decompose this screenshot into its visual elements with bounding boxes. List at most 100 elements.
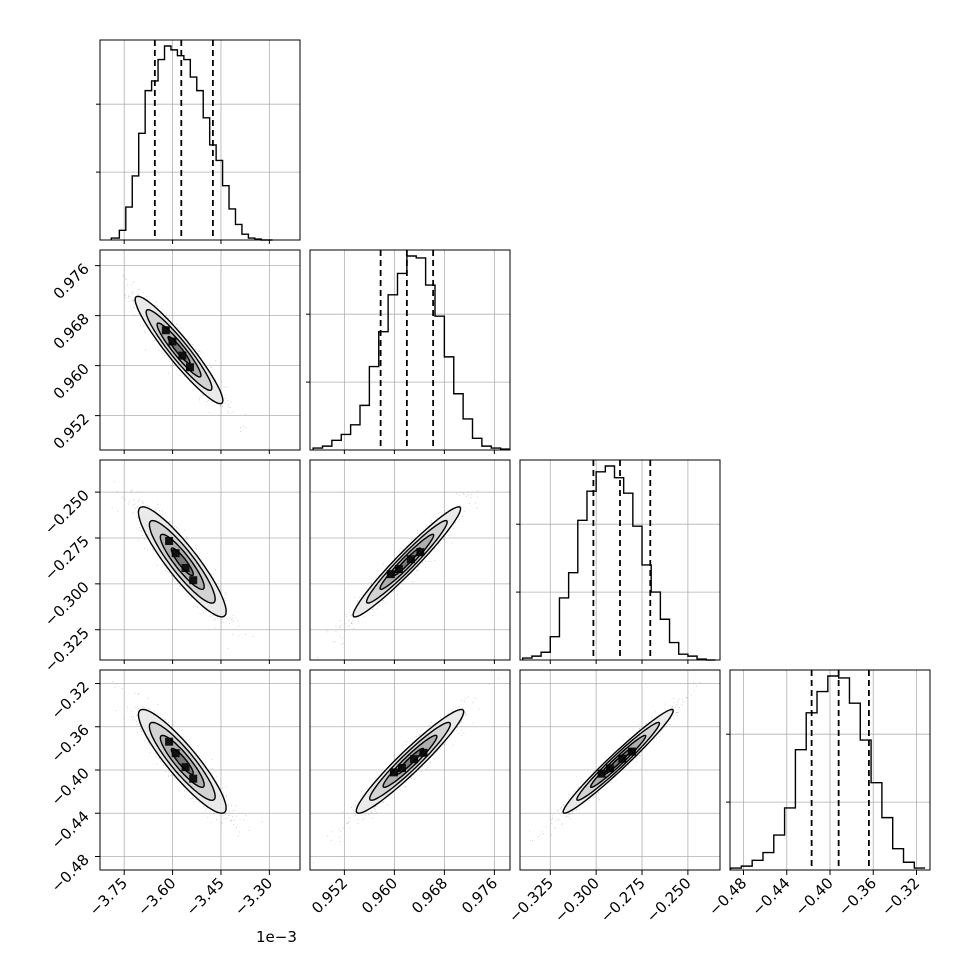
density-core — [597, 769, 606, 778]
panel-content — [520, 670, 720, 870]
density-core — [189, 774, 198, 783]
panel-content — [100, 250, 300, 450]
contour-line — [355, 708, 465, 814]
contour-line — [368, 721, 452, 801]
density-core — [171, 749, 180, 758]
density-core — [165, 737, 174, 746]
density-core — [181, 563, 190, 572]
x-tick-label: −3.45 — [183, 874, 228, 919]
y-tick-label: −0.36 — [48, 721, 93, 766]
panel-content — [100, 670, 300, 870]
density-core — [168, 337, 177, 346]
scatter-panel-0-2 — [99, 459, 301, 661]
contour-line — [603, 747, 633, 775]
contour-line — [170, 747, 194, 775]
x-tick-label: −0.300 — [551, 874, 603, 926]
histogram-panel-1 — [306, 249, 511, 451]
x-tick-label: −0.32 — [878, 874, 923, 919]
panel-content — [310, 460, 510, 660]
histogram-step-2 — [522, 465, 716, 661]
contour-line — [395, 747, 425, 775]
density-core — [389, 768, 398, 777]
histogram-step-3 — [729, 675, 926, 870]
density-core — [181, 763, 190, 772]
contour-line — [137, 708, 227, 814]
contour-line — [137, 506, 227, 618]
x-tick-label: −3.75 — [86, 874, 131, 919]
density-core — [397, 764, 406, 773]
x-tick-label: 0.960 — [358, 874, 401, 917]
panel-frame — [519, 459, 721, 661]
density-core — [165, 536, 174, 545]
panel-frame — [99, 249, 301, 451]
y-tick-label: −0.44 — [48, 807, 93, 852]
contour-line — [382, 734, 438, 788]
contour-line — [589, 734, 647, 788]
y-tick-label: −0.48 — [48, 851, 93, 896]
y-tick-label: 0.976 — [50, 260, 93, 303]
contour-line — [379, 533, 435, 591]
density-core — [386, 570, 395, 579]
x-tick-label: 0.952 — [308, 874, 351, 917]
contour-line — [148, 721, 216, 802]
histogram-panel-0 — [96, 39, 301, 241]
y-tick-label: −0.40 — [48, 764, 93, 809]
x-tick-label: −0.48 — [705, 874, 750, 919]
contour-line — [352, 506, 462, 618]
density-core — [605, 764, 614, 773]
x-tick-label: −0.44 — [748, 874, 793, 919]
density-core — [410, 755, 419, 764]
x-tick-label: 0.976 — [458, 874, 501, 917]
y-tick-label: 0.952 — [50, 410, 93, 453]
scatter-panel-0-3 — [99, 669, 301, 871]
density-core — [618, 754, 627, 763]
scatter-panel-1-2 — [309, 459, 511, 661]
scatter-panel-0-1 — [99, 249, 301, 451]
panel-frame — [519, 669, 721, 871]
panel-content — [310, 670, 510, 870]
panel-frame — [309, 669, 511, 871]
panel-content — [100, 460, 300, 660]
contour-line — [145, 308, 213, 392]
contour-line — [156, 322, 202, 378]
density-core — [419, 748, 428, 757]
x-tick-label: 0.968 — [408, 874, 451, 917]
y-tick-label: −0.275 — [41, 532, 93, 584]
y-tick-label: 0.968 — [50, 310, 93, 353]
x-tick-label: −3.60 — [134, 874, 179, 919]
panel-frame — [99, 459, 301, 661]
panel-frame — [99, 39, 301, 241]
density-core — [406, 555, 415, 564]
panel-frame — [309, 249, 511, 451]
contour-line — [159, 734, 205, 789]
density-core — [186, 363, 194, 372]
histogram-panel-2 — [516, 459, 721, 661]
y-tick-label: −0.250 — [41, 486, 93, 538]
contour-line — [576, 721, 661, 801]
contour-line — [392, 547, 421, 577]
scatter-panel-2-3 — [519, 669, 721, 871]
contour-line — [167, 335, 191, 365]
x-tick-label: −0.325 — [505, 874, 557, 926]
density-core — [416, 548, 425, 557]
contour-line — [159, 533, 205, 591]
contour-line — [134, 295, 224, 405]
density-core — [627, 747, 636, 756]
histogram-step-1 — [312, 255, 510, 450]
density-core — [189, 576, 198, 585]
x-tick-label: −0.275 — [597, 874, 649, 926]
contour-line — [148, 519, 216, 604]
histogram-panel-3 — [726, 669, 931, 871]
x-tick-label: −0.40 — [792, 874, 837, 919]
panel-frame — [309, 459, 511, 661]
x-tick-label: −0.36 — [835, 874, 880, 919]
contour-line — [562, 708, 674, 814]
contour-line — [170, 547, 194, 577]
y-tick-label: −0.325 — [41, 624, 93, 676]
y-tick-label: 0.960 — [50, 360, 93, 403]
density-core — [171, 549, 180, 558]
x-tick-label: −0.250 — [643, 874, 695, 926]
density-core — [178, 351, 187, 360]
scatter-panel-1-3 — [309, 669, 511, 871]
